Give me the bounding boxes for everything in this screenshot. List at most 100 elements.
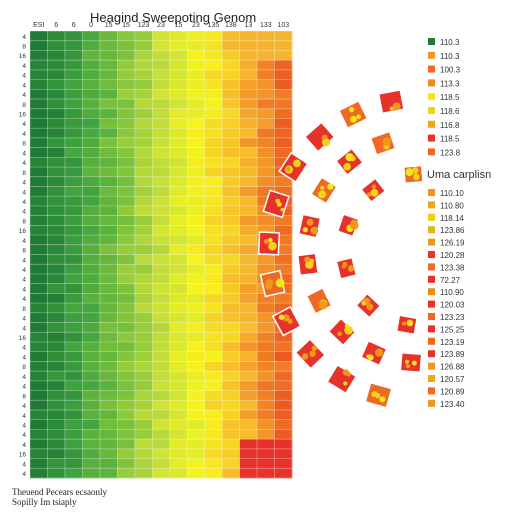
heatmap-cell [99,167,118,178]
heatmap-cell [47,99,66,110]
hexagon-spot [371,184,377,189]
heatmap-cell [82,341,101,353]
legend-bottom-swatch [428,189,435,196]
heatmap-cell [239,186,258,197]
hexagon-tile [335,256,358,280]
heatmap-cell [239,50,258,61]
heatmap-cell [30,361,48,372]
heatmap-cell [222,458,240,469]
heatmap-cell [152,458,171,469]
heatmap-cell [274,99,293,110]
x-tick-label: 0 [89,22,93,29]
heatmap-cell [64,273,83,285]
y-tick-label: 8 [22,306,26,313]
heatmap-cell [47,147,66,158]
y-tick-label: 16 [19,335,27,342]
heatmap-cell [134,332,153,343]
heatmap-cell [30,341,48,353]
chart-footer-note: Theuend Pecears ecsaonly Sopilly Im tsia… [12,487,107,507]
heatmap-cell [274,108,293,119]
heatmap-cell [169,69,188,80]
hexagon-spot [282,314,290,322]
hexagon-spot [389,106,394,111]
heatmap-cell [222,40,240,51]
chart-title: Heagind Sweepoting Genom [90,10,257,25]
heatmap-cell [30,79,48,90]
heatmap-cell [187,439,206,450]
heatmap-cell [117,400,136,411]
legend-top-label: 110.3 [440,38,460,47]
heatmap-cell [30,400,48,411]
heatmap-cell [239,118,258,129]
heatmap-cell [134,264,153,275]
heatmap-cell [30,244,48,255]
heatmap-cell [239,128,258,139]
heatmap-cell [239,409,258,421]
heatmap-cell [222,312,240,323]
y-tick-label: 8 [22,170,26,177]
heatmap-cell [82,157,101,168]
heatmap-cell [222,225,240,236]
hexagon-spot [366,192,372,197]
heatmap-cell [222,448,240,459]
heatmap-cell [64,225,83,236]
legend-top-label: 118.6 [440,107,460,116]
heatmap-cell [30,186,48,197]
heatmap-cell [274,429,293,440]
heatmap-cell [117,264,136,275]
heatmap-cell [239,341,258,353]
heatmap-cell [169,371,188,382]
heatmap-cell [64,293,83,304]
heatmap-cell [204,468,223,479]
heatmap-cell [152,50,171,61]
heatmap-cell [47,50,66,61]
hexagon-tile [395,314,418,336]
hexagon-tile [399,351,423,374]
heatmap-cell [239,108,258,119]
heatmap-cell [82,128,101,139]
hexagon-tile [326,363,358,395]
heatmap-cell [152,254,171,265]
heatmap-cell [64,254,83,265]
y-tick-label: 4 [22,286,26,293]
heatmap-cell [117,273,136,285]
heatmap-cell [64,351,83,362]
hexagon-spot [367,354,374,361]
heatmap-cell [99,264,118,275]
heatmap-cell [134,254,153,265]
heatmap-cell [47,419,66,430]
heatmap-cell [47,351,66,362]
heatmap-cell [117,157,136,168]
hexagon-spot [361,300,367,306]
heatmap-cell [82,312,101,323]
hexagon-spot [349,220,359,230]
heatmap-cell [187,147,206,158]
hexagon-spot [349,115,357,123]
hexagon-spot [375,348,384,357]
heatmap-cell [169,235,188,246]
legend-bottom-label: 123.23 [440,313,465,322]
heatmap-cell [222,293,240,304]
heatmap-cell [30,458,48,469]
y-tick-label: 4 [22,209,26,216]
heatmap-cell [257,380,275,391]
heatmap-cell [47,157,66,168]
heatmap-cell [82,50,101,61]
heatmap-cell [257,186,275,197]
hexagon-spot [342,369,350,376]
heatmap-cell [169,439,188,450]
heatmap-cell [47,448,66,459]
heatmap-cell [134,128,153,139]
heatmap-cell [152,205,171,217]
heatmap-cell [274,89,293,100]
hexagon-spot [413,173,420,181]
legend-top-label: 118.5 [440,93,460,102]
heatmap-cell [222,351,240,362]
heatmap-cell [239,419,258,430]
x-tick-label: 123 [138,22,150,29]
heatmap-cell [239,31,258,42]
hexagon-tile [337,99,369,130]
heatmap-cell [47,283,66,294]
heatmap-cell [30,429,48,440]
heatmap-cell [187,380,206,391]
